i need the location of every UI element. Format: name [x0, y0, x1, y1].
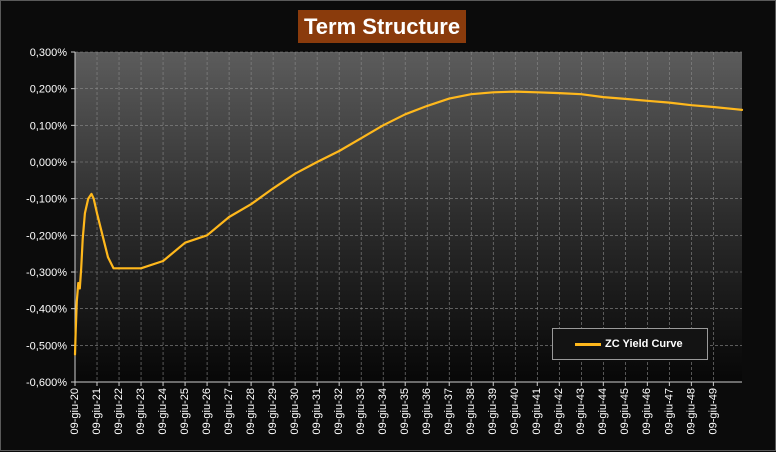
x-tick-label: 09-giu-20 — [69, 388, 81, 434]
x-tick-label: 09-giu-29 — [267, 388, 279, 434]
legend-label: ZC Yield Curve — [605, 338, 683, 350]
x-tick-label: 09-giu-40 — [509, 388, 521, 434]
chart-title: Term Structure — [304, 13, 461, 39]
y-tick-label: 0,100% — [30, 120, 68, 132]
x-tick-label: 09-giu-33 — [355, 388, 367, 434]
legend: ZC Yield Curve — [552, 328, 708, 360]
x-tick-label: 09-giu-38 — [465, 388, 477, 434]
x-tick-label: 09-giu-41 — [531, 388, 543, 434]
x-axis: 09-giu-20 09-giu-21 09-giu-22 09-giu-23 09-g… — [69, 381, 742, 434]
y-tick-label: -0,100% — [26, 194, 67, 206]
x-tick-label: 09-giu-45 — [619, 388, 631, 434]
x-tick-label: 09-giu-32 — [333, 388, 345, 434]
x-tick-label: 09-giu-49 — [707, 388, 719, 434]
legend-swatch — [575, 342, 601, 346]
x-tick-label: 09-giu-30 — [289, 388, 301, 434]
x-tick-label: 09-giu-42 — [553, 388, 565, 434]
x-tick-label: 09-giu-26 — [201, 388, 213, 434]
y-tick-label: 0,200% — [30, 84, 68, 96]
x-tick-label: 09-giu-46 — [641, 388, 653, 434]
series-line-zc-yield-curve — [73, 90, 744, 356]
x-tick-label: 09-giu-28 — [245, 388, 257, 434]
y-tick-label: -0,200% — [26, 230, 67, 242]
x-tick-label: 09-giu-36 — [421, 388, 433, 434]
x-tick-label: 09-giu-27 — [223, 388, 235, 434]
x-tick-label: 09-giu-43 — [575, 388, 587, 434]
x-tick-label: 09-giu-39 — [487, 388, 499, 434]
x-tick-label: 09-giu-48 — [685, 388, 697, 434]
y-tick-label: -0,500% — [26, 340, 67, 352]
x-tick-label: 09-giu-35 — [399, 388, 411, 434]
x-tick-label: 09-giu-31 — [311, 388, 323, 434]
y-tick-label: 0,000% — [30, 157, 68, 169]
y-tick-label: -0,400% — [26, 304, 67, 316]
chart-title-box: Term Structure — [298, 10, 467, 43]
series-layer — [73, 90, 744, 356]
x-tick-label: 09-giu-25 — [179, 388, 191, 434]
x-tick-label: 09-giu-24 — [157, 388, 169, 434]
x-tick-label: 09-giu-37 — [443, 388, 455, 434]
x-tick-label: 09-giu-34 — [377, 388, 389, 434]
plot-area — [75, 52, 742, 382]
x-tick-label: 09-giu-21 — [91, 388, 103, 434]
y-tick-label: -0,600% — [26, 377, 67, 389]
y-tick-label: 0,300% — [30, 47, 68, 59]
x-tick-label: 09-giu-22 — [113, 388, 125, 434]
x-tick-label: 09-giu-44 — [597, 388, 609, 434]
x-tick-label: 09-giu-47 — [663, 388, 675, 434]
y-axis: 0,300% 0,200% 0,100% 0,000% -0,100% -0,200% -0… — [26, 47, 76, 389]
y-tick-label: -0,300% — [26, 267, 67, 279]
x-tick-label: 09-giu-23 — [135, 388, 147, 434]
